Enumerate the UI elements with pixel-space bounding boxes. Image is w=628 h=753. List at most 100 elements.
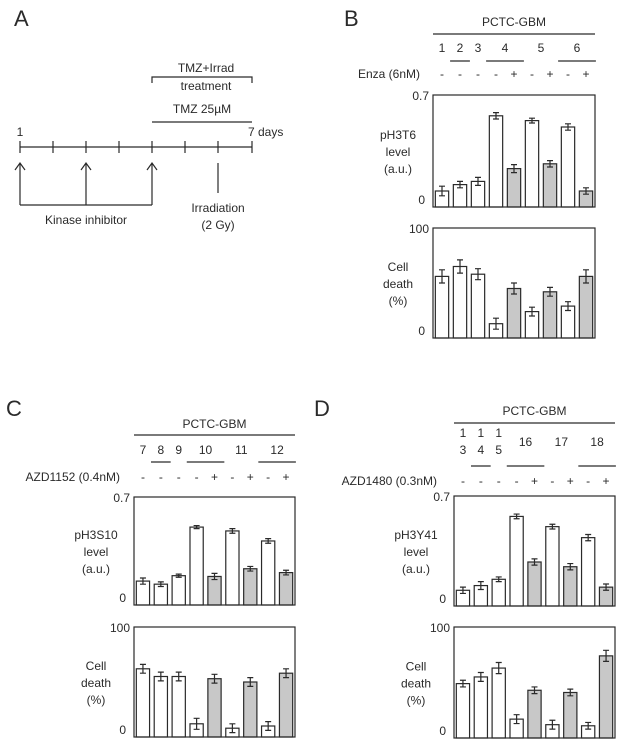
treatment-sign: + [546, 67, 553, 81]
axes-frame [453, 495, 616, 607]
bar [506, 287, 522, 339]
y-axis-label: (a.u.) [402, 562, 430, 576]
group-label: 11 [235, 443, 248, 457]
treatment-sign: - [195, 470, 199, 484]
error-bar [547, 286, 553, 297]
error-bar [229, 723, 236, 734]
error-bar [139, 577, 146, 585]
y-tick-label: 0.7 [433, 490, 450, 504]
bar [207, 678, 222, 738]
error-bar [283, 569, 290, 576]
axes-frame [432, 94, 596, 208]
y-tick-label: 0 [418, 324, 425, 338]
treatment-sign: - [530, 67, 534, 81]
error-bar [265, 538, 272, 544]
y-axis-label: Cell [388, 260, 409, 274]
y-tick-label: 100 [409, 222, 429, 236]
bar [473, 676, 489, 739]
axes-frame [453, 626, 616, 739]
bar [243, 681, 258, 738]
bar [542, 163, 558, 208]
bar [527, 561, 542, 607]
error-bar [193, 717, 200, 730]
bar [452, 265, 468, 339]
treatment-sign: + [582, 67, 589, 81]
y-axis-label: level [84, 545, 109, 559]
bar [225, 530, 240, 606]
irradiation-label-1: Irradiation [191, 201, 244, 215]
treatment-sign: + [603, 474, 610, 488]
error-bar [583, 269, 589, 284]
error-bar [529, 306, 535, 317]
panel-a-timeline [14, 76, 253, 206]
error-bar [549, 719, 556, 730]
treatment-sign: - [458, 67, 462, 81]
bar [278, 672, 294, 738]
error-bar [175, 671, 182, 682]
y-axis-label: death [81, 676, 111, 690]
axes-frame [133, 496, 296, 606]
arrow-up-icon [14, 161, 26, 205]
error-bar [477, 581, 484, 591]
error-bar [139, 663, 146, 674]
bar [580, 537, 596, 607]
treatment-sign: - [479, 474, 483, 488]
arrow-up-icon [80, 161, 92, 205]
bar [560, 126, 576, 208]
error-bar [283, 668, 290, 679]
treatment-label: AZD1480 (0.3nM) [342, 474, 437, 488]
arrow-up-icon [146, 161, 158, 205]
bar [189, 526, 204, 606]
treatment-sign: - [141, 470, 145, 484]
error-bar [495, 576, 502, 583]
error-bar [439, 185, 445, 197]
error-bar [585, 533, 592, 542]
error-bar [549, 523, 556, 530]
error-bar [513, 513, 520, 520]
y-axis-label: Cell [86, 659, 107, 673]
treatment-sign: - [230, 470, 234, 484]
error-bar [603, 583, 610, 591]
treatment-sign: + [211, 470, 218, 484]
group-label: 10 [199, 443, 213, 457]
error-bar [493, 317, 499, 330]
bar [135, 668, 151, 738]
error-bar [511, 164, 517, 174]
bar [260, 540, 276, 606]
y-axis-label: pH3T6 [380, 128, 416, 142]
bar [578, 275, 594, 339]
treatment-sign: - [494, 67, 498, 81]
bar [542, 291, 558, 339]
treatment-sign: - [159, 470, 163, 484]
treatment-sign: - [476, 67, 480, 81]
group-label: 8 [157, 443, 164, 457]
treatment-label: Enza (6nM) [358, 67, 420, 81]
bar [563, 691, 578, 739]
y-axis-label: pH3S10 [74, 528, 118, 542]
y-tick-label: 0 [418, 193, 425, 207]
group-label: 7 [140, 443, 147, 457]
bar [434, 275, 450, 339]
panel-letter-c: C [6, 396, 22, 421]
error-bar [547, 160, 553, 168]
treatment-sign: - [566, 67, 570, 81]
error-bar [459, 586, 466, 595]
y-tick-label: 0 [439, 724, 446, 738]
error-bar [531, 686, 538, 695]
error-bar [211, 673, 218, 684]
error-bar [585, 721, 592, 730]
error-bar [531, 558, 538, 566]
axes-frame [133, 626, 296, 738]
timeline-start-label: 1 [17, 125, 24, 139]
bar [278, 571, 294, 606]
cell-death-chart: 100 0 Cell death (%) [401, 621, 616, 739]
y-axis-label: death [383, 277, 413, 291]
group-label: 12 [270, 443, 284, 457]
error-bar [459, 679, 466, 688]
axes-frame [432, 227, 596, 339]
